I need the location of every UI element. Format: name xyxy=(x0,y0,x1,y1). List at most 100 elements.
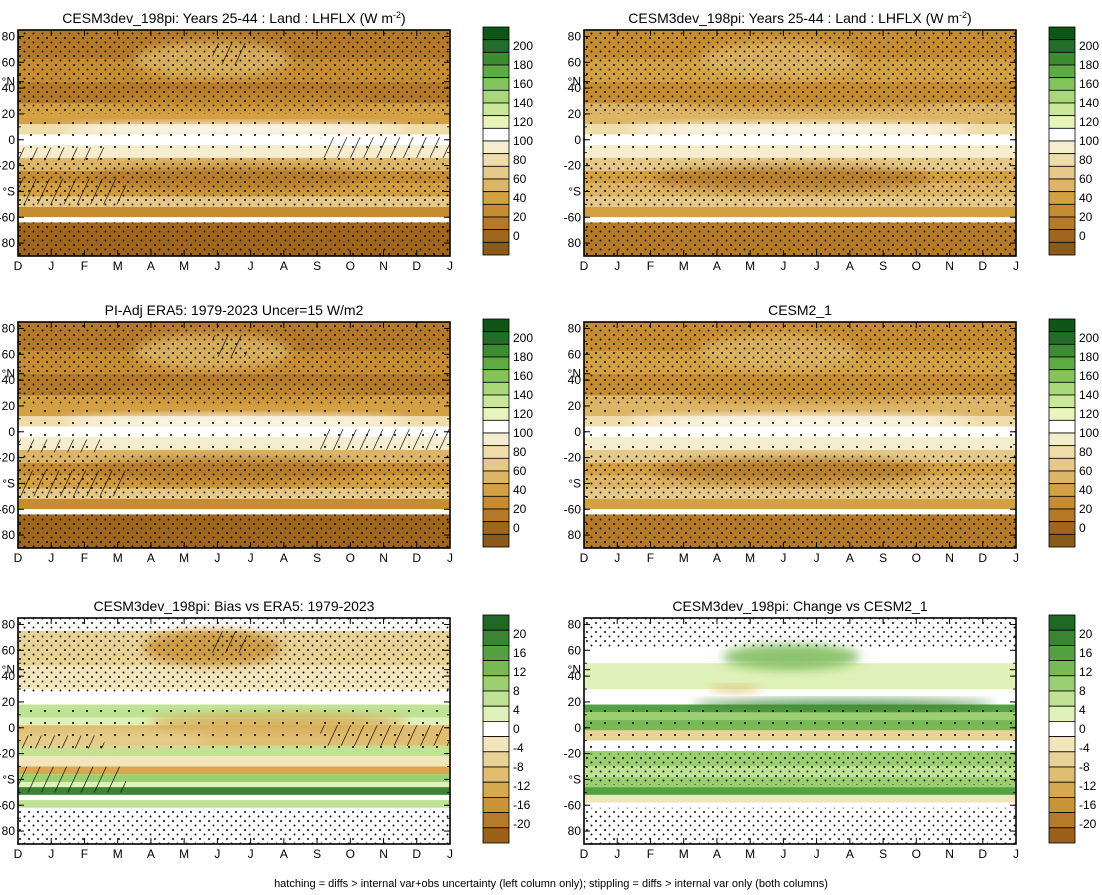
colorbar-label: 200 xyxy=(1079,39,1099,53)
colorbar-label: 60 xyxy=(513,172,527,186)
colorbar-label: 160 xyxy=(1079,77,1099,91)
colorbar-box xyxy=(1048,331,1076,345)
y-tick-label: 80 xyxy=(2,528,16,542)
y-tick-label: 60 xyxy=(568,643,582,657)
y-tick-label: °S xyxy=(568,772,581,786)
colorbar-label: 0 xyxy=(513,722,520,736)
colorbar-label: 16 xyxy=(513,646,527,660)
panel-title: CESM3dev_198pi: Years 25-44 : Land : LHF… xyxy=(628,10,971,26)
y-tick-label: 60 xyxy=(2,55,16,69)
colorbar-box xyxy=(482,645,510,662)
colorbar-label: -16 xyxy=(513,798,531,812)
field-top-left xyxy=(18,30,450,256)
y-tick-label: °S xyxy=(2,184,15,198)
stippling xyxy=(18,618,450,692)
panel-title-end: ) xyxy=(401,10,406,26)
colorbar-label: 160 xyxy=(513,369,533,383)
colorbar-box xyxy=(1048,216,1076,231)
y-tick-label: 20 xyxy=(2,399,16,413)
colorbar-box xyxy=(482,102,510,117)
y-tick-label: 40 xyxy=(2,669,16,683)
colorbar-box xyxy=(482,356,510,371)
colorbar-box xyxy=(1048,318,1076,333)
colorbar-box xyxy=(1048,407,1076,421)
colorbar-label: 120 xyxy=(513,407,533,421)
x-tick-label: S xyxy=(879,259,887,273)
colorbar-label: 180 xyxy=(1079,58,1099,72)
y-tick-label: 80 xyxy=(568,824,582,838)
x-tick-label: S xyxy=(879,551,887,565)
field-band xyxy=(18,774,450,783)
field-blob xyxy=(709,685,762,693)
panel-title-text: CESM3dev_198pi: Years 25-44 : Land : LHF… xyxy=(628,10,959,26)
x-tick-label: J xyxy=(48,551,54,565)
colorbar-box xyxy=(482,690,510,707)
y-tick-label: °S xyxy=(568,184,581,198)
hatching xyxy=(320,725,450,746)
colorbar-label: 12 xyxy=(1079,665,1093,679)
colorbar-label: 140 xyxy=(1079,388,1099,402)
colorbar-box xyxy=(1048,191,1076,205)
y-tick-label: -20 xyxy=(0,451,15,465)
colorbar-box xyxy=(1048,77,1076,91)
x-tick-label: S xyxy=(313,847,321,861)
x-tick-label: J xyxy=(214,259,220,273)
x-tick-label: F xyxy=(81,847,88,861)
colorbar-label: 140 xyxy=(513,388,533,402)
x-tick-label: J xyxy=(814,551,820,565)
y-tick-label: °S xyxy=(2,476,15,490)
y-tick-label: -20 xyxy=(0,747,15,761)
colorbar-box xyxy=(482,721,510,738)
colorbar-box xyxy=(482,495,510,510)
colorbar-label: 120 xyxy=(1079,115,1099,129)
stippling-sparse xyxy=(584,701,1016,752)
colorbar-box xyxy=(1048,781,1076,798)
x-tick-label: D xyxy=(14,847,23,861)
colorbar-box xyxy=(482,178,510,193)
y-tick-label: 80 xyxy=(2,29,16,43)
x-tick-label: N xyxy=(945,551,954,565)
panel-title-text: CESM3dev_198pi: Change vs CESM2_1 xyxy=(672,598,927,614)
colorbar-box xyxy=(482,127,510,142)
field-middle-right xyxy=(584,322,1016,548)
colorbar-label: 4 xyxy=(1079,703,1086,717)
x-tick-label: J xyxy=(447,847,453,861)
colorbar-box xyxy=(482,140,510,155)
colorbar-label: 8 xyxy=(1079,684,1086,698)
field-bottom-right xyxy=(584,618,1016,844)
panel-title-sup: -2 xyxy=(393,10,401,20)
colorbar-box xyxy=(1048,736,1076,753)
colorbar-box xyxy=(1048,343,1076,358)
colorbar-box xyxy=(482,241,510,256)
hatching xyxy=(18,147,105,161)
stippling-sparse xyxy=(584,113,1016,164)
colorbar-box xyxy=(1048,705,1076,722)
colorbar-box xyxy=(482,705,510,722)
field-band xyxy=(584,794,1016,803)
field-band xyxy=(18,782,450,788)
colorbar-label: 140 xyxy=(1079,96,1099,110)
y-tick-label: 60 xyxy=(2,643,16,657)
x-tick-label: N xyxy=(379,847,388,861)
panel-frame xyxy=(583,321,1017,549)
colorbar-box xyxy=(482,153,510,167)
field-bottom-left xyxy=(18,618,450,844)
colorbar-label: 160 xyxy=(513,77,533,91)
stippling xyxy=(18,322,450,406)
colorbar-box xyxy=(1048,766,1076,783)
colorbar-box xyxy=(1048,369,1076,383)
x-tick-label: S xyxy=(313,551,321,565)
y-tick-label: 40 xyxy=(568,81,582,95)
colorbar-box xyxy=(482,381,510,396)
colorbar-box xyxy=(482,614,510,631)
x-tick-label: M xyxy=(745,847,755,861)
colorbar-label: -8 xyxy=(1079,760,1090,774)
colorbar-box xyxy=(482,318,510,333)
x-tick-label: A xyxy=(713,259,721,273)
x-tick-label: J xyxy=(780,259,786,273)
field-band xyxy=(18,756,450,767)
y-tick-label: 80 xyxy=(2,321,16,335)
field-band xyxy=(18,206,450,218)
x-tick-label: J xyxy=(214,847,220,861)
colorbar-label: 100 xyxy=(1079,426,1099,440)
